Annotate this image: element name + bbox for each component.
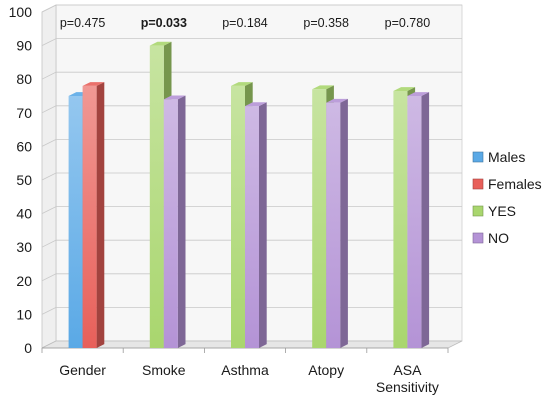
bar-top	[231, 82, 253, 86]
bar-females-0	[82, 82, 105, 349]
p-value-label: p=0.184	[222, 16, 268, 30]
bar-no-1	[163, 95, 186, 348]
category-labels: Gender Smoke Asthma Atopy ASA Sensitivity	[59, 362, 439, 395]
bar-top	[82, 82, 105, 86]
bar-no-2	[245, 102, 267, 348]
legend-swatch	[472, 205, 484, 217]
y-tick-label: 0	[24, 340, 32, 356]
bar-top	[149, 41, 172, 46]
legend-item-yes: YES	[472, 203, 516, 219]
legend-label: Females	[488, 176, 542, 192]
p-value-labels: p=0.475 p=0.033 p=0.184 p=0.358 p=0.780	[60, 16, 430, 30]
bar-side	[96, 82, 105, 348]
bar-front	[245, 106, 259, 348]
y-tick-label: 80	[16, 71, 32, 87]
gridline	[41, 71, 462, 80]
legend-item-females: Females	[472, 176, 542, 192]
y-tick-label: 70	[16, 105, 32, 121]
bar-top	[407, 92, 430, 96]
bar-front	[68, 96, 83, 348]
p-value-label: p=0.780	[385, 16, 431, 30]
bar-front	[393, 90, 408, 349]
bar-top	[245, 102, 267, 107]
category-label: ASA Sensitivity	[376, 362, 439, 395]
gridline	[41, 38, 462, 46]
category-label: Gender	[59, 362, 106, 378]
y-tick-label: 50	[16, 172, 32, 188]
bar-front	[312, 89, 327, 348]
bar-top	[326, 98, 348, 103]
bar-front	[149, 45, 164, 348]
y-tick-label: 30	[16, 239, 32, 255]
y-tick-label: 40	[16, 206, 32, 222]
category-label: Smoke	[142, 362, 186, 378]
p-value-label: p=0.475	[60, 16, 106, 30]
p-value-label: p=0.358	[303, 16, 349, 30]
category-label: Atopy	[308, 362, 344, 378]
legend-item-males: Males	[472, 149, 525, 165]
legend-item-no: NO	[472, 230, 509, 246]
bar-front	[163, 99, 178, 348]
bar-top	[312, 85, 334, 90]
bar-side	[259, 102, 267, 348]
legend-swatch	[472, 151, 484, 163]
bar-side	[340, 98, 348, 349]
legend-swatch	[472, 178, 484, 190]
legend-swatch	[472, 232, 484, 244]
category-label: Asthma	[221, 362, 269, 378]
y-tick-label: 100	[9, 4, 33, 20]
bar-front	[82, 85, 97, 349]
legend-label: Males	[488, 149, 525, 165]
legend: Males Females YES NO	[472, 149, 542, 246]
bar-side	[177, 95, 186, 348]
y-axis-ticks: 0 10 20 30 40 50 60 70 80 90 100	[9, 4, 33, 356]
bar-front	[326, 102, 341, 348]
y-tick-label: 10	[16, 306, 32, 322]
y-tick-label: 60	[16, 138, 32, 154]
y-tick-label: 20	[16, 273, 32, 289]
p-value-label: p=0.033	[141, 16, 187, 30]
bar-no-3	[326, 98, 348, 349]
legend-label: NO	[488, 230, 509, 246]
bars	[68, 41, 430, 349]
legend-label: YES	[488, 203, 516, 219]
bar-front	[407, 96, 422, 348]
bar-top	[163, 95, 186, 100]
bar-no-4	[407, 92, 430, 349]
gridline	[41, 4, 462, 13]
bar-front	[231, 85, 245, 349]
bar-side	[421, 92, 430, 349]
bar-top	[393, 87, 416, 91]
y-tick-label: 90	[16, 38, 32, 54]
